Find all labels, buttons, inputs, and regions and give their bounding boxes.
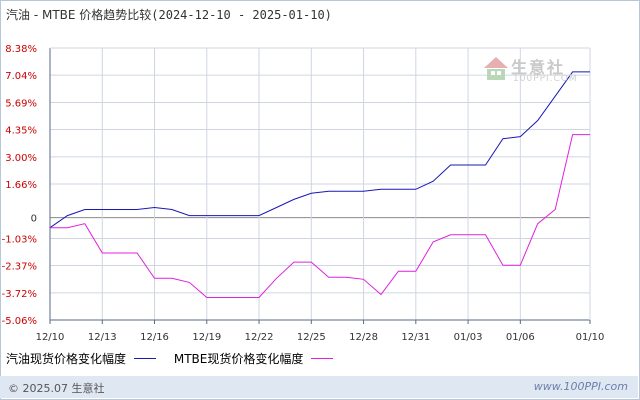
watermark-logo-icon — [484, 57, 508, 80]
y-tick-label: 3.00% — [5, 153, 37, 164]
legend-item-mtbe: MTBE现货价格变化幅度 — [174, 350, 334, 367]
y-tick-label: 5.69% — [5, 98, 37, 109]
y-tick-label: -3.72% — [2, 289, 37, 300]
x-tick-label: 01/06 — [506, 332, 535, 343]
y-tick-label: -5.06% — [2, 316, 37, 327]
footer-copyright: © 2025.07 生意社 — [8, 382, 105, 395]
y-tick-label: 0 — [31, 214, 37, 225]
legend-swatch-gasoline — [134, 358, 157, 359]
x-tick-label: 12/10 — [36, 332, 65, 343]
y-tick-label: 4.35% — [5, 126, 37, 137]
y-tick-label: -1.03% — [2, 234, 37, 245]
y-tick-label: 7.04% — [5, 71, 37, 82]
watermark-url: 100PPI.COM — [513, 74, 578, 84]
x-tick-label: 12/22 — [245, 332, 274, 343]
x-tick-label: 12/28 — [349, 332, 378, 343]
series-line-mtbe — [50, 134, 590, 298]
footer-bar: © 2025.07 生意社 www.100PPI.com — [0, 376, 638, 398]
y-tick-label: 8.38% — [5, 44, 37, 55]
watermark: 生意社 100PPI.COM — [483, 52, 603, 88]
x-tick-label: 01/03 — [454, 332, 483, 343]
chart-legend: 汽油现货价格变化幅度 MTBE现货价格变化幅度 — [6, 350, 347, 367]
x-tick-label: 12/16 — [140, 332, 169, 343]
x-tick-label: 01/10 — [576, 332, 605, 343]
chart-title-name: 汽油 - MTBE 价格趋势比较 — [6, 8, 152, 22]
legend-item-gasoline: 汽油现货价格变化幅度 — [6, 350, 157, 367]
x-tick-label: 12/25 — [297, 332, 326, 343]
x-tick-label: 12/19 — [192, 332, 221, 343]
legend-label-mtbe: MTBE现货价格变化幅度 — [173, 352, 304, 366]
x-tick-label: 12/31 — [401, 332, 430, 343]
legend-swatch-mtbe — [311, 358, 334, 359]
watermark-text: 生意社 — [511, 58, 566, 77]
y-tick-label: -2.37% — [2, 262, 37, 273]
series-line-gasoline — [49, 71, 590, 229]
x-tick-label: 12/13 — [88, 332, 117, 343]
y-tick-label: 1.66% — [5, 180, 37, 191]
chart-title-range: (2024-12-10 - 2025-01-10) — [151, 8, 332, 22]
footer-site-link[interactable]: www.100PPI.com — [533, 380, 628, 393]
chart-title: 汽油 - MTBE 价格趋势比较(2024-12-10 - 2025-01-10… — [6, 6, 332, 23]
legend-label-gasoline: 汽油现货价格变化幅度 — [6, 352, 127, 366]
